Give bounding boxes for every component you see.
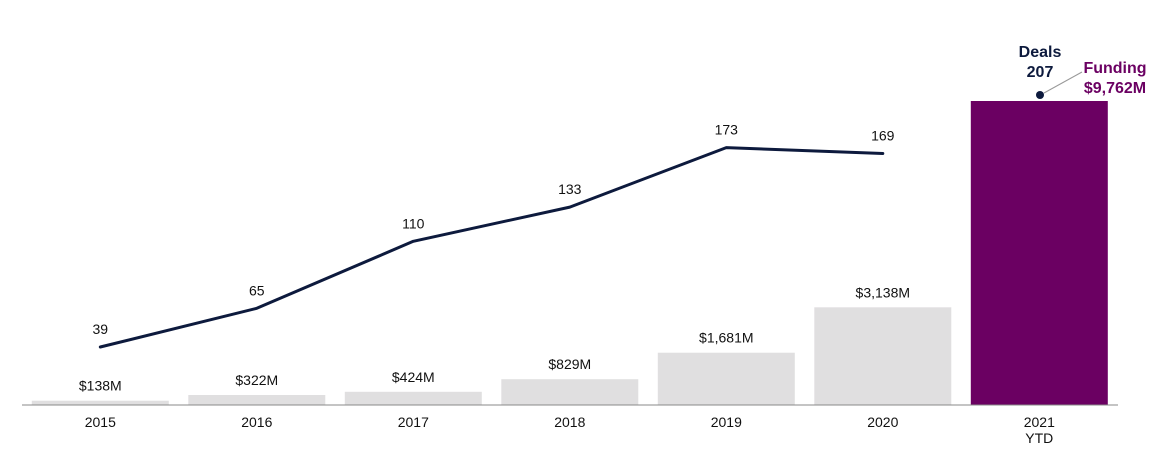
funding-bar-2020 <box>814 307 952 405</box>
x-tick-label: 2020 <box>867 414 898 430</box>
x-tick-label: 2018 <box>554 414 585 430</box>
funding-bar-labels: $138M $322M $424M $829M $1,681M $3,138M <box>79 284 910 393</box>
x-tick-label: 2016 <box>241 414 272 430</box>
x-axis-tick-labels: 2015 2016 2017 2018 2019 2020 2021 YTD <box>85 414 1055 446</box>
funding-bars <box>31 101 1108 405</box>
deals-line-series <box>98 146 885 349</box>
x-tick-label: 2017 <box>398 414 429 430</box>
legend-deals-value: 207 <box>1027 64 1054 81</box>
deals-value-label: 39 <box>93 321 109 337</box>
x-tick-label: 2015 <box>85 414 116 430</box>
deals-value-label: 169 <box>871 128 895 144</box>
x-tick-label: 2019 <box>711 414 742 430</box>
funding-value-label: $322M <box>235 372 278 388</box>
deals-point-labels: 39 65 110 133 173 169 <box>93 122 895 337</box>
funding-value-label: $424M <box>392 369 435 385</box>
deals-value-label: 65 <box>249 282 265 298</box>
funding-bar-2018 <box>501 379 639 405</box>
legend-funding-value: $9,762M <box>1084 80 1146 97</box>
funding-value-label: $1,681M <box>699 330 753 346</box>
legend-deals-marker <box>1036 91 1044 99</box>
deals-value-label: 110 <box>402 215 425 231</box>
legend-funding-label: Funding <box>1083 60 1146 77</box>
deals-value-label: 173 <box>715 122 739 138</box>
funding-bar-2017 <box>344 391 482 405</box>
funding-bar-2019 <box>657 352 795 405</box>
deals-value-label: 133 <box>558 181 582 197</box>
legend-deals-label: Deals <box>1019 44 1062 61</box>
legend-leader-line <box>1043 71 1083 94</box>
deals-line <box>98 146 885 349</box>
funding-bar-2015 <box>31 400 169 405</box>
funding-value-label: $3,138M <box>856 284 910 300</box>
legend: Deals 207 Funding $9,762M <box>1019 44 1147 99</box>
funding-value-label: $138M <box>79 378 122 394</box>
funding-value-label: $829M <box>548 356 591 372</box>
x-tick-label: 2021 YTD <box>1024 414 1055 446</box>
funding-bar-2021-ytd <box>970 101 1108 405</box>
funding-bar-2016 <box>188 395 326 405</box>
